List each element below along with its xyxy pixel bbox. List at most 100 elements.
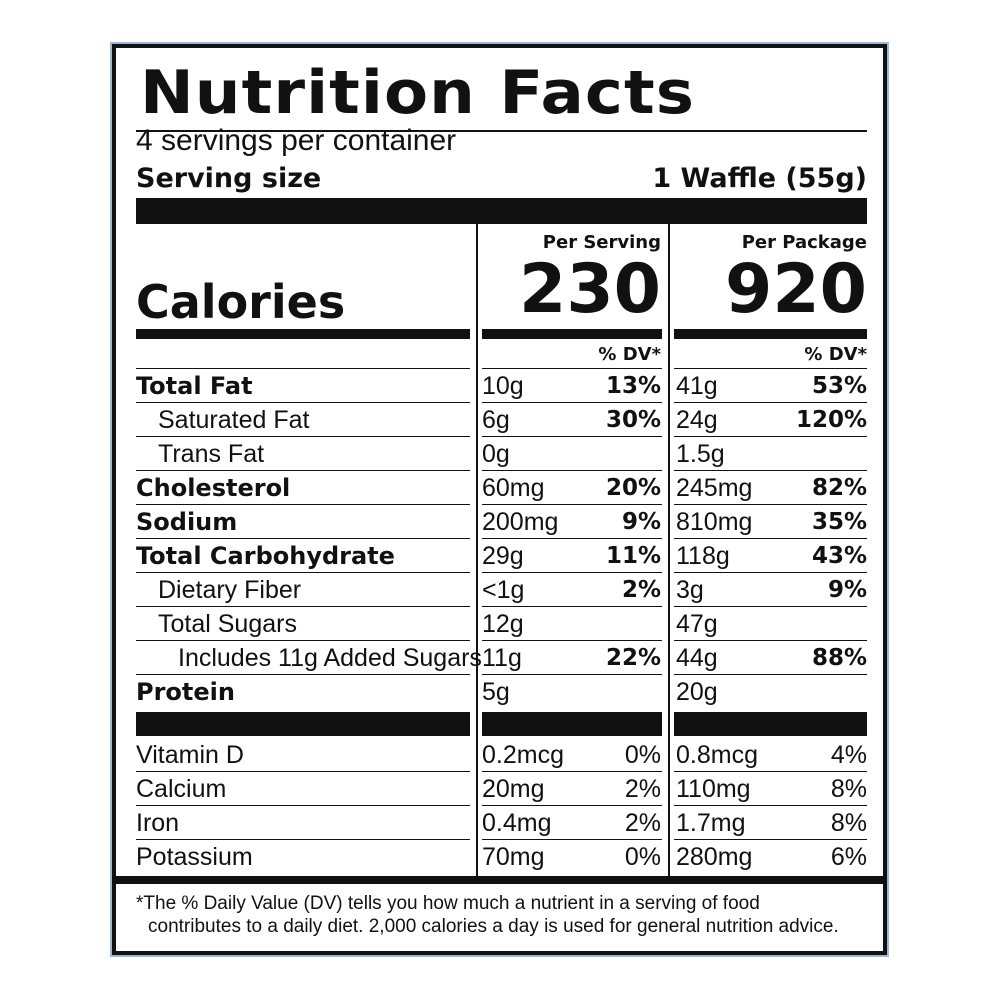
row-rule [674,771,867,772]
nutrient-name: Total Carbohydrate [136,542,395,570]
row-rule [136,504,470,505]
calories-label: Calories [136,275,346,329]
thick-bar-mid-a [136,712,470,736]
amount-per-package: 280mg [676,843,753,871]
row-rule [674,402,867,403]
amount-per-package: 41g [676,372,718,400]
dv-per-serving: 2% [621,577,661,603]
row-rule [674,436,867,437]
dv-per-serving: 30% [605,407,661,433]
nutrient-name: Dietary Fiber [158,576,302,604]
row-rule [674,606,867,607]
label-title: Nutrition Facts [140,58,696,128]
amount-per-package: 24g [676,406,718,434]
row-rule [482,839,662,840]
row-rule [674,674,867,675]
amount-per-serving: 0g [482,440,510,468]
dv-per-package: 8% [830,809,867,837]
row-rule [482,771,662,772]
dv-header-rule [482,368,662,369]
dv-per-package: 43% [811,543,867,569]
amount-per-serving: 60mg [482,474,545,502]
thick-bar-top [136,198,867,224]
amount-per-package: 0.8mcg [676,741,758,769]
nutrient-name: Iron [136,809,180,837]
dv-header-rule [136,368,470,369]
calories-rule-c [674,329,867,339]
dv-header-rule [674,368,867,369]
row-rule [136,470,470,471]
calories-rule-a [136,329,470,339]
amount-per-package: 3g [676,576,704,604]
row-rule [136,640,470,641]
dv-per-serving: 11% [605,543,661,569]
amount-per-serving: 10g [482,372,524,400]
dv-header-serving: % DV* [598,344,661,365]
row-rule [482,470,662,471]
row-rule [482,674,662,675]
amount-per-package: 1.5g [676,440,725,468]
amount-per-package: 118g [676,542,730,570]
row-rule [136,674,470,675]
row-rule [482,572,662,573]
table-row-saturated-fat: Saturated Fat 6g 30% 24g 120% [116,403,883,437]
table-row-calcium: Calcium 20mg 2% 110mg 8% [116,772,883,806]
dv-per-serving: 9% [621,509,661,535]
amount-per-serving: 5g [482,678,510,706]
nutrient-name: Trans Fat [158,440,265,468]
row-rule [482,606,662,607]
amount-per-package: 1.7mg [676,809,746,837]
table-row-cholesterol: Cholesterol 60mg 20% 245mg 82% [116,471,883,505]
dv-per-serving: 13% [605,373,661,399]
row-rule [674,504,867,505]
table-row-total-carbohydrate: Total Carbohydrate 29g 11% 118g 43% [116,539,883,573]
amount-per-serving: <1g [482,576,525,604]
row-rule [482,640,662,641]
row-rule [674,470,867,471]
dv-per-package: 4% [830,741,867,769]
dv-per-serving: 2% [624,809,661,837]
table-row-protein: Protein 5g 20g [116,675,883,709]
nutrition-facts-panel: Nutrition Facts 4 servings per container… [112,44,887,955]
dv-per-package: 53% [811,373,867,399]
amount-per-serving: 6g [482,406,510,434]
row-rule [136,436,470,437]
row-rule [674,839,867,840]
nutrient-name: Total Fat [136,372,253,400]
dv-per-package: 6% [830,843,867,871]
calories-per-package: 920 [725,250,867,329]
nutrient-name: Protein [136,678,235,706]
dv-per-package: 120% [795,407,867,433]
footnote-line-1: *The % Daily Value (DV) tells you how mu… [136,893,760,914]
serving-size-label: Serving size [136,163,322,194]
nutrient-name: Vitamin D [136,741,244,769]
row-rule [136,771,470,772]
nutrient-name: Sodium [136,508,238,536]
row-rule [136,606,470,607]
nutrient-name: Calcium [136,775,227,803]
row-rule [674,538,867,539]
table-row-potassium: Potassium 70mg 0% 280mg 6% [116,840,883,874]
dv-per-serving: 20% [605,475,661,501]
calories-per-serving: 230 [519,250,661,329]
thick-bar-mid-b [482,712,662,736]
amount-per-serving: 12g [482,610,524,638]
row-rule [136,402,470,403]
per-package-header: Per Package [741,232,867,253]
servings-per-container: 4 servings per container [136,124,457,157]
amount-per-serving: 70mg [482,843,545,871]
table-row-total-fat: Total Fat 10g 13% 41g 53% [116,369,883,403]
table-row-includes-11g-added-sugars: Includes 11g Added Sugars 11g 22% 44g 88% [116,641,883,675]
nutrient-name: Cholesterol [136,474,291,502]
dv-per-package: 35% [811,509,867,535]
thick-bar-mid-c [674,712,867,736]
table-row-vitamin-d: Vitamin D 0.2mcg 0% 0.8mcg 4% [116,738,883,772]
row-rule [482,504,662,505]
nutrient-name: Includes 11g Added Sugars [178,644,482,672]
row-rule [136,805,470,806]
table-row-sodium: Sodium 200mg 9% 810mg 35% [116,505,883,539]
row-rule [482,538,662,539]
title-rule [136,130,867,132]
amount-per-package: 110mg [676,775,751,803]
dv-per-serving: 0% [624,843,661,871]
